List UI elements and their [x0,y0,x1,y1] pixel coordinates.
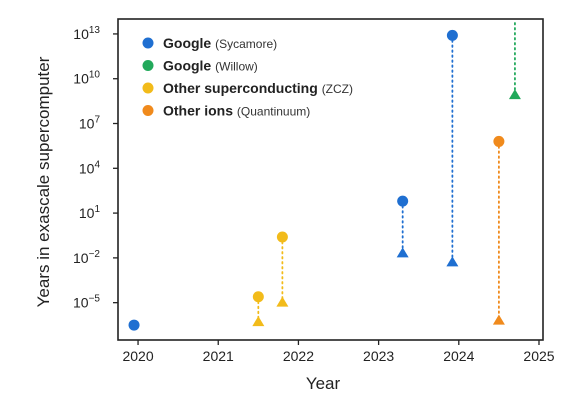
legend-marker [142,60,154,71]
data-point-triangle [276,296,289,307]
plot-marks [128,22,521,331]
x-tick-label: 2020 [122,348,153,364]
x-tick-label: 2024 [443,348,474,364]
data-point-triangle [446,256,459,267]
data-point-circle [276,231,288,243]
legend-marker [142,37,154,49]
y-axis-title: Years in exascale supercomputer [34,56,53,307]
data-point-circle [446,29,458,41]
data-point-circle [128,319,140,331]
y-tick-label: 107 [79,115,101,132]
x-tick-label: 2023 [363,348,394,364]
data-point-triangle [396,247,409,258]
y-tick-label: 10−2 [73,249,100,266]
legend-marker [142,82,154,94]
x-tick-label: 2021 [203,348,234,364]
data-point-circle [252,291,264,303]
x-tick-label: 2022 [283,348,314,364]
x-tick-label: 2025 [523,348,554,364]
legend: Google (Sycamore) Google (Willow) Other su… [142,35,353,119]
data-point-triangle [508,89,521,100]
x-axis-title: Year [306,374,341,393]
legend-label: Other superconducting (ZCZ) [163,80,353,96]
plot-frame [117,18,544,341]
legend-label: Google (Willow) [163,58,258,74]
legend-label: Other ions (Quantinuum) [163,103,310,119]
y-tick-label: 101 [79,204,101,221]
axis-ticks: 2020 2021 2022 2023 2024 2025 10−5 10−2 101 104 10… [73,25,555,364]
data-point-circle [493,135,505,147]
legend-label: Google (Sycamore) [163,35,277,51]
legend-marker [142,105,154,116]
y-tick-label: 104 [79,159,101,176]
data-point-circle [397,195,409,207]
data-point-triangle [492,314,505,325]
y-tick-label: 1013 [73,25,100,42]
data-point-triangle [252,316,265,327]
y-tick-label: 10−5 [73,294,100,311]
y-tick-label: 1010 [73,70,100,87]
